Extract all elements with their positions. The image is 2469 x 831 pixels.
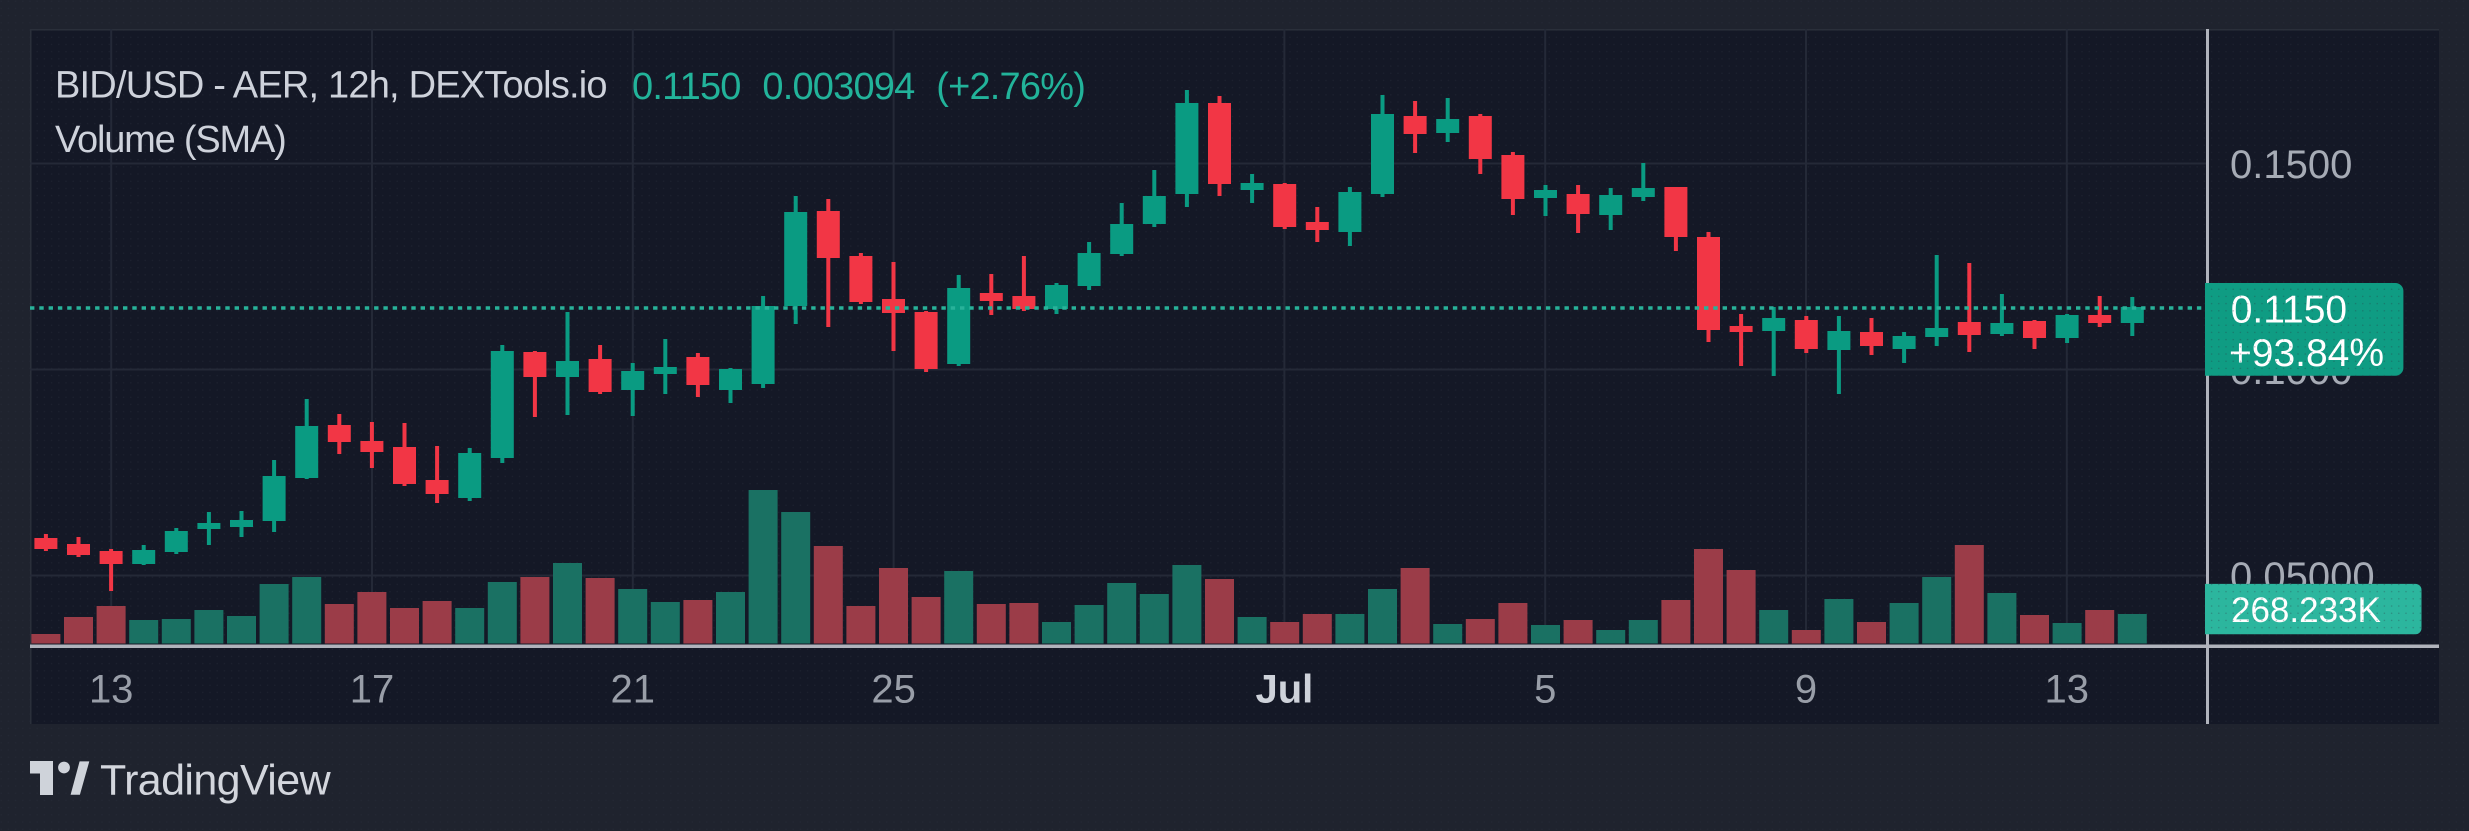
- svg-text:Volume (SMA): Volume (SMA): [55, 119, 286, 161]
- svg-text:5: 5: [1534, 668, 1556, 712]
- svg-text:13: 13: [89, 668, 134, 712]
- svg-text:BID/USD - AER, 12h, DEXTools.i: BID/USD - AER, 12h, DEXTools.io: [55, 65, 607, 107]
- svg-text:Jul: Jul: [1256, 668, 1314, 712]
- svg-text:21: 21: [611, 668, 656, 712]
- svg-text:9: 9: [1795, 668, 1817, 712]
- svg-text:17: 17: [350, 668, 395, 712]
- svg-text:TradingView: TradingView: [100, 757, 332, 805]
- svg-text:13: 13: [2045, 668, 2090, 712]
- svg-text:0.1150 0.003094 (+2.76%): 0.1150 0.003094 (+2.76%): [632, 66, 1085, 108]
- svg-text:25: 25: [871, 668, 916, 712]
- svg-text:0.1500: 0.1500: [2230, 143, 2352, 187]
